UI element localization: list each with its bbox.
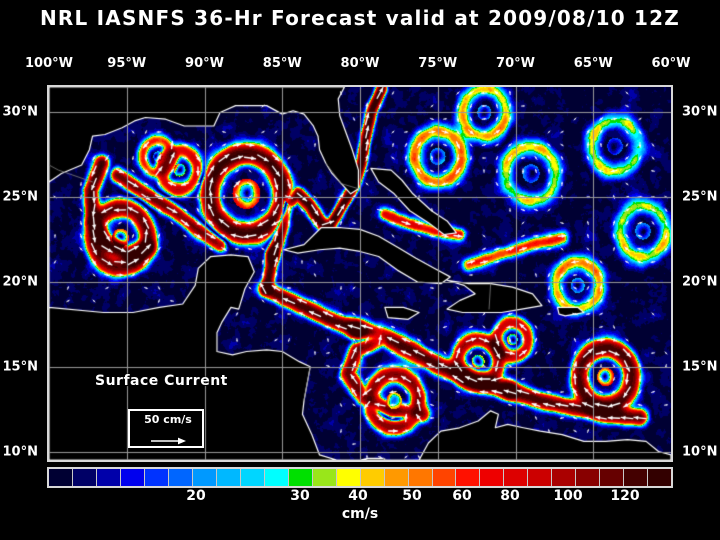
lat-tick-label-left: 30°N [2, 104, 38, 120]
lat-tick-label-right: 15°N [682, 359, 718, 375]
lon-tick-label: 100°W [25, 56, 73, 71]
colorbar-cell [168, 469, 193, 486]
colorbar-cell [72, 469, 97, 486]
lat-tick-label-left: 20°N [2, 274, 38, 290]
vector-scale-box: 50 cm/s [128, 409, 204, 448]
colorbar-tick-label: 50 [402, 488, 422, 504]
lat-tick-label-right: 25°N [682, 189, 718, 205]
vector-scale-text: 50 cm/s [144, 413, 192, 426]
colorbar-cell [528, 469, 553, 486]
lat-tick-label-right: 30°N [682, 104, 718, 120]
colorbar-cell [504, 469, 529, 486]
colorbar-tick-label: 30 [290, 488, 310, 504]
colorbar-cell [384, 469, 409, 486]
colorbar-cell [648, 469, 672, 486]
lon-tick-label: 95°W [107, 56, 147, 71]
lat-tick-label-left: 10°N [2, 444, 38, 460]
colorbar-cell [288, 469, 313, 486]
lon-tick-label: 80°W [340, 56, 380, 71]
colorbar-cell [456, 469, 481, 486]
colorbar-cell [144, 469, 169, 486]
lon-tick-label: 70°W [496, 56, 535, 71]
colorbar-tick-label: 20 [186, 488, 206, 504]
colorbar-unit-label: cm/s [341, 506, 379, 522]
colorbar-cell [240, 469, 265, 486]
colorbar-cell [432, 469, 457, 486]
colorbar-cell [49, 469, 73, 486]
colorbar-cell [216, 469, 241, 486]
colorbar-cell [120, 469, 145, 486]
lon-tick-label: 65°W [573, 56, 613, 71]
colorbar-cell [336, 469, 361, 486]
lat-tick-label-right: 10°N [682, 444, 718, 460]
surface-current-label: Surface Current [95, 373, 228, 389]
colorbar-cell [192, 469, 217, 486]
colorbar-cell [552, 469, 577, 486]
lat-tick-label-left: 25°N [2, 189, 38, 205]
lat-tick-label-left: 15°N [2, 359, 38, 375]
colorbar-cell [408, 469, 433, 486]
colorbar-tick-label: 60 [452, 488, 472, 504]
colorbar-cell [360, 469, 385, 486]
colorbar-tick-label: 40 [348, 488, 368, 504]
colorbar-cell [96, 469, 121, 486]
colorbar [47, 467, 673, 488]
lon-tick-label: 60°W [651, 56, 691, 71]
lon-tick-label: 90°W [185, 56, 224, 71]
colorbar-tick-label: 80 [500, 488, 520, 504]
surface-current-field [49, 87, 671, 460]
lon-tick-label: 75°W [418, 56, 458, 71]
map-plot-frame [47, 85, 673, 462]
colorbar-cell [480, 469, 505, 486]
lat-tick-label-right: 20°N [682, 274, 718, 290]
right-arrow-icon [151, 437, 186, 445]
page-title: NRL IASNFS 36-Hr Forecast valid at 2009/… [39, 6, 680, 30]
colorbar-cell [312, 469, 337, 486]
colorbar-cell [624, 469, 649, 486]
colorbar-cell [264, 469, 289, 486]
lon-tick-label: 85°W [262, 56, 302, 71]
colorbar-cell [576, 469, 601, 486]
colorbar-tick-label: 100 [553, 488, 583, 504]
colorbar-tick-label: 120 [610, 488, 640, 504]
colorbar-cell [600, 469, 625, 486]
